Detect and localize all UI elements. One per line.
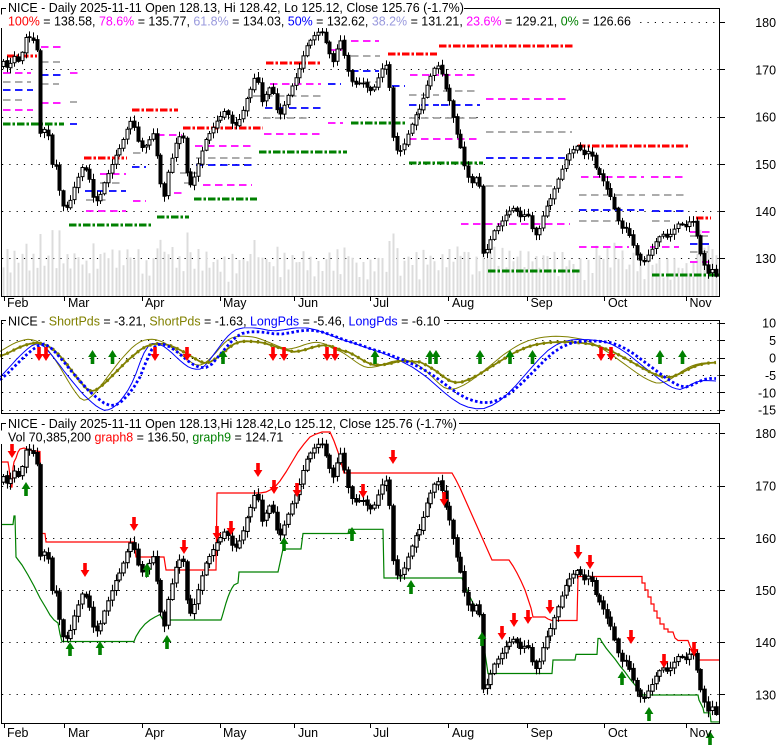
- svg-text:180: 180: [755, 16, 776, 30]
- svg-text:130: 130: [755, 689, 776, 703]
- svg-text:160: 160: [755, 111, 776, 125]
- svg-text:-5: -5: [765, 369, 776, 383]
- svg-text:Sep: Sep: [531, 726, 553, 740]
- svg-text:NICE - Daily 2025-11-11 Open 1: NICE - Daily 2025-11-11 Open 128.13, Hi …: [8, 1, 464, 15]
- svg-text:Apr: Apr: [145, 726, 164, 740]
- svg-text:Nov: Nov: [690, 726, 713, 740]
- svg-text:170: 170: [755, 480, 776, 494]
- svg-text:-15: -15: [758, 404, 776, 418]
- svg-text:0: 0: [769, 352, 776, 366]
- svg-text:100% = 138.58, 78.6% = 135.77,: 100% = 138.58, 78.6% = 135.77, 61.8% = 1…: [8, 15, 631, 29]
- svg-text:150: 150: [755, 584, 776, 598]
- svg-text:-10: -10: [758, 386, 776, 400]
- svg-text:140: 140: [755, 636, 776, 650]
- svg-text:May: May: [223, 296, 247, 310]
- svg-text:Apr: Apr: [145, 296, 164, 310]
- svg-text:170: 170: [755, 63, 776, 77]
- svg-text:Jul: Jul: [373, 726, 389, 740]
- svg-text:Aug: Aug: [452, 726, 474, 740]
- svg-text:Oct: Oct: [608, 726, 628, 740]
- svg-text:160: 160: [755, 532, 776, 546]
- svg-text:Oct: Oct: [608, 296, 628, 310]
- svg-text:Jun: Jun: [298, 726, 318, 740]
- svg-text:Jun: Jun: [298, 296, 318, 310]
- svg-text:Mar: Mar: [68, 296, 89, 310]
- svg-text:NICE - ShortPds = -3.21, Short: NICE - ShortPds = -3.21, ShortPds = -1.6…: [8, 315, 440, 329]
- svg-text:Feb: Feb: [7, 726, 29, 740]
- svg-text:5: 5: [769, 334, 776, 348]
- svg-text:Mar: Mar: [68, 726, 89, 740]
- svg-text:140: 140: [755, 205, 776, 219]
- svg-text:Aug: Aug: [452, 296, 474, 310]
- svg-text:Jul: Jul: [373, 296, 389, 310]
- svg-text:May: May: [223, 726, 247, 740]
- svg-text:NICE - Daily 2025-11-11 Open 1: NICE - Daily 2025-11-11 Open 128.13,Hi 1…: [8, 417, 457, 431]
- svg-text:Vol 70,385,200 graph8 = 136.50: Vol 70,385,200 graph8 = 136.50, graph9 =…: [8, 431, 283, 445]
- svg-text:Sep: Sep: [531, 296, 553, 310]
- svg-text:150: 150: [755, 158, 776, 172]
- svg-text:Nov: Nov: [690, 296, 713, 310]
- svg-text:180: 180: [755, 427, 776, 441]
- svg-text:130: 130: [755, 252, 776, 266]
- svg-text:Feb: Feb: [7, 296, 29, 310]
- svg-text:10: 10: [762, 317, 776, 331]
